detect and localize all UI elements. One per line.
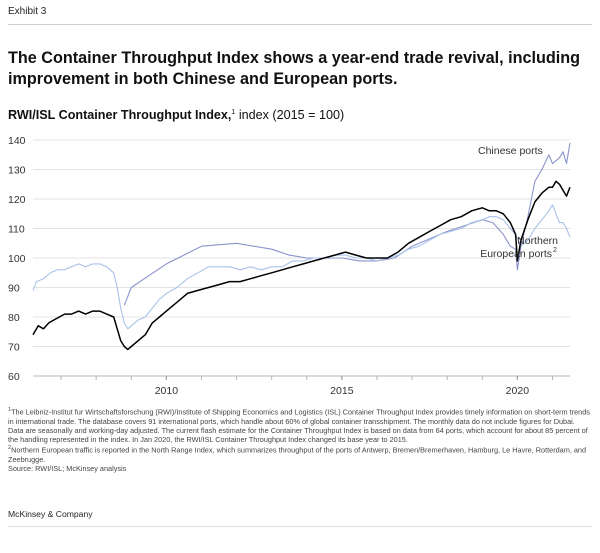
series-lines (32, 142, 571, 351)
annotation-chinese-ports: Chinese ports (478, 145, 543, 157)
footnote-1-mark: 1 (8, 407, 12, 413)
annotation-northern: Northern (517, 235, 558, 247)
series-line-chinese (123, 142, 571, 306)
y-tick-label-130: 130 (8, 165, 26, 177)
y-tick-label-70: 70 (8, 342, 20, 354)
footnote-1: 1The Leibniz-Institut fur Wirtschaftsfor… (8, 406, 592, 444)
y-tick-label-60: 60 (8, 371, 20, 383)
y-tick-label-100: 100 (8, 253, 26, 265)
series-line-european (32, 204, 571, 330)
subtitle-rest: index (2015 = 100) (235, 108, 345, 122)
source-text: Source: RWI/ISL; McKinsey analysis (8, 464, 127, 474)
footnote-2-mark: 2 (8, 445, 12, 452)
series-line-total (32, 180, 571, 351)
brand-name: McKinsey & Company (8, 509, 93, 519)
y-tick-label-90: 90 (8, 283, 20, 295)
x-tick-label-2010: 2010 (155, 385, 179, 397)
footnote-2: 2Northern European traffic is reported i… (8, 444, 592, 464)
footnotes: 1The Leibniz-Institut fur Wirtschaftsfor… (8, 406, 592, 473)
line-chart: 60 70 80 90 100 110 120 130 140 2010 2015 2020 Chi… (8, 135, 571, 397)
subtitle-footnote-mark: 1 (231, 108, 236, 116)
footnote-2-text: Northern European traffic is reported in… (8, 445, 587, 464)
gridlines (33, 139, 570, 377)
bottom-divider (8, 526, 592, 527)
y-tick-label-140: 140 (8, 135, 26, 147)
x-axis: 2010 2015 2020 (60, 376, 553, 397)
top-divider (8, 24, 592, 25)
exhibit-label: Exhibit 3 (8, 6, 47, 17)
y-tick-label-120: 120 (8, 194, 26, 206)
x-tick-label-2015: 2015 (330, 385, 354, 397)
y-axis: 60 70 80 90 100 110 120 130 140 (8, 135, 26, 383)
chart-title: The Container Throughput Index shows a y… (8, 49, 581, 88)
footnote-1-text: The Leibniz-Institut fur Wirtschaftsfors… (8, 407, 590, 445)
annotation-european-footnote-mark: 2 (553, 247, 557, 254)
source-note: Source: RWI/ISL; McKinsey analysis (8, 464, 592, 473)
subtitle-bold: RWI/ISL Container Throughput Index, (8, 108, 232, 122)
annotation-european-ports: European ports (480, 248, 552, 260)
y-tick-label-80: 80 (8, 312, 20, 324)
y-tick-label-110: 110 (8, 224, 25, 236)
x-tick-label-2020: 2020 (506, 385, 530, 397)
chart-subtitle: RWI/ISL Container Throughput Index,1 ind… (8, 108, 344, 122)
